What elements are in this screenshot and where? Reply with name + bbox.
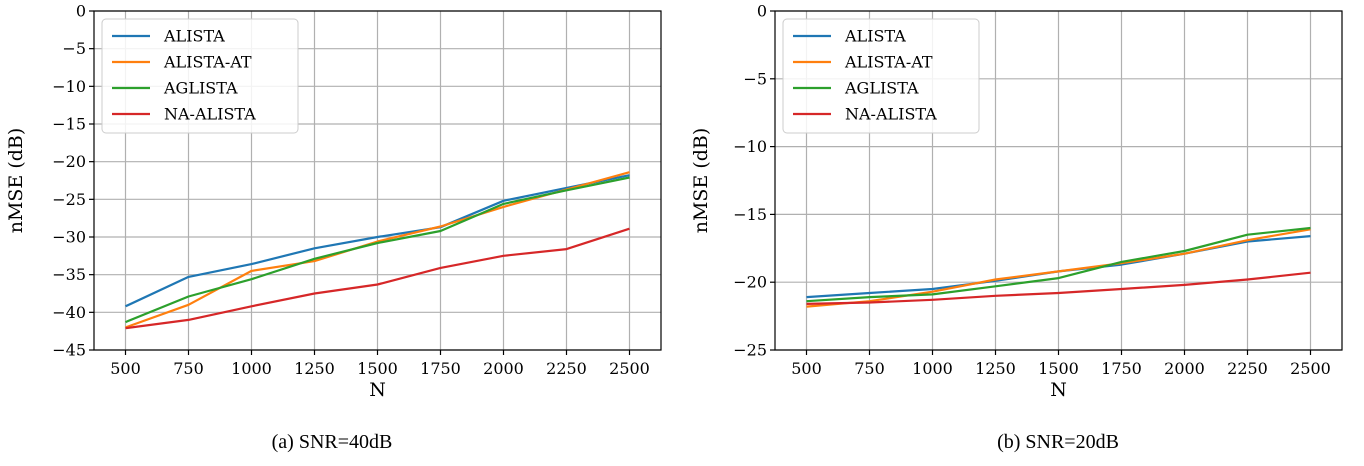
x-tick-label: 1750 [1101, 359, 1142, 378]
series-line-alista [125, 174, 630, 308]
y-tick-label: −20 [52, 152, 86, 171]
y-tick-label: −25 [733, 341, 767, 360]
x-tick-label: 2250 [1227, 359, 1268, 378]
legend-label: NA-ALISTA [845, 105, 937, 124]
series-line-na-alista [806, 271, 1311, 305]
panel-b: 500 750 1000 1250 1500 1750 2000 2250 2500 0 −5 −10… [690, 2, 1343, 453]
panel-a: 500 750 1000 1250 1500 1750 2000 2250 2500 0 −5 −10… [5, 2, 662, 453]
y-tick-label: −30 [52, 228, 86, 247]
x-tick-label: 2000 [1164, 359, 1205, 378]
x-tick-label: 750 [854, 359, 885, 378]
legend: ALISTA ALISTA-AT AGLISTA NA-ALISTA [101, 18, 299, 134]
y-tick-label: −25 [52, 190, 86, 209]
series-line-aglista [806, 226, 1311, 303]
series-line-na-alista [125, 227, 630, 330]
y-tick-label: −40 [52, 303, 86, 322]
x-tick-label: 1000 [912, 359, 953, 378]
y-tick-label: 0 [757, 2, 767, 21]
y-tick-label: 0 [76, 2, 86, 21]
x-tick-label: 1500 [1038, 359, 1079, 378]
x-tick-label: 1250 [975, 359, 1016, 378]
y-tick-label: −10 [52, 77, 86, 96]
x-tick-label: 750 [173, 359, 204, 378]
figure-caption: (a) SNR=40dB [272, 431, 393, 453]
legend-label: ALISTA-AT [844, 53, 933, 72]
x-tick-label: 1750 [420, 359, 461, 378]
y-tick-label: −15 [733, 205, 767, 224]
x-tick-label: 1250 [294, 359, 335, 378]
x-tick-label: 2250 [546, 359, 587, 378]
legend: ALISTA ALISTA-AT AGLISTA NA-ALISTA [782, 18, 980, 134]
x-tick-label: 500 [791, 359, 822, 378]
legend-box [782, 18, 980, 134]
x-tick-label: 500 [110, 359, 141, 378]
legend-label: ALISTA-AT [163, 53, 252, 72]
legend-box [101, 18, 299, 134]
series-line-alista-at [806, 228, 1311, 308]
y-axis-label: nMSE (dB) [5, 128, 27, 234]
legend-label: ALISTA [163, 27, 225, 46]
figure-caption: (b) SNR=20dB [997, 431, 1119, 453]
y-tick-label: −5 [62, 39, 86, 58]
legend-label: NA-ALISTA [164, 105, 256, 124]
y-tick-label: −35 [52, 265, 86, 284]
legend-label: AGLISTA [844, 79, 919, 98]
x-tick-label: 2000 [483, 359, 524, 378]
legend-label: AGLISTA [163, 79, 238, 98]
y-tick-label: −5 [743, 69, 767, 88]
x-tick-label: 2500 [609, 359, 650, 378]
series-line-aglista [125, 176, 630, 324]
y-tick-label: −15 [52, 115, 86, 134]
legend-label: ALISTA [844, 27, 906, 46]
x-tick-label: 1500 [357, 359, 398, 378]
y-tick-label: −10 [733, 137, 767, 156]
x-axis-label: N [369, 379, 386, 401]
x-axis-label: N [1050, 379, 1067, 401]
y-axis-label: nMSE (dB) [690, 128, 712, 234]
x-tick-label: 1000 [231, 359, 272, 378]
y-tick-label: −20 [733, 273, 767, 292]
y-tick-label: −45 [52, 341, 86, 360]
x-tick-label: 2500 [1290, 359, 1331, 378]
